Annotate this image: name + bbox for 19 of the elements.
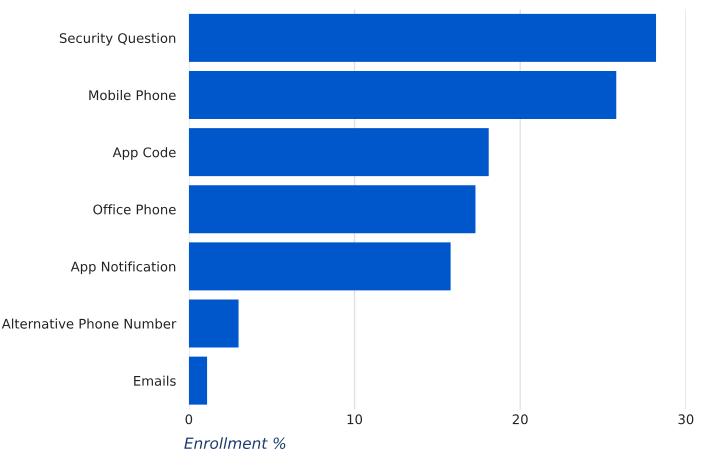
y-tick-label: App Code [112,147,176,160]
y-tick-label: Office Phone [93,204,176,214]
bar [188,300,239,348]
x-tick-label: 20 [512,414,528,424]
bar [188,242,451,290]
bar [188,356,208,405]
bar [188,14,656,62]
y-tick-label: Alternative Phone Number [2,318,176,329]
x-tick-label: 30 [678,414,694,424]
x-tick-label: 10 [348,414,362,424]
bar [188,128,489,176]
y-tick-label: Security Question [60,32,176,46]
y-tick-label: Mobile Phone [89,90,176,100]
y-tick-label: Emails [134,376,176,386]
bar [188,71,616,119]
x-tick-label: 0 [186,414,192,424]
bar [188,185,476,234]
x-axis-title: Enrollment % [184,437,286,450]
y-tick-label: App Notification [70,261,176,274]
